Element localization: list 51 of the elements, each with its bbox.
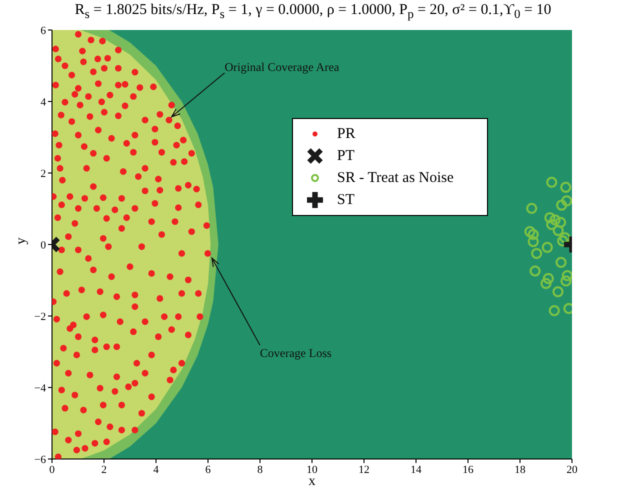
point [552, 286, 564, 298]
chart-title: R$_{s}$ = 1.8025 bits/s/Hz, P$_{s}$ = 1, γ = 0.0000, ρ = 1.0000, P$_{p}$ = 20, σ² = 0.1,ϒ$_{0}$ = 10 [74, 2, 552, 21]
x-tick-label: 12 [358, 464, 370, 476]
point [540, 278, 552, 289]
y-tick-label: −2 [34, 310, 46, 323]
point [562, 270, 572, 282]
y-axis-title: y [14, 238, 29, 244]
x-tick-label: 8 [257, 464, 264, 476]
y-tick-label: −4 [34, 382, 46, 394]
point [548, 305, 560, 316]
point [556, 200, 568, 211]
point [542, 272, 554, 284]
x-tick-label: 10 [306, 464, 318, 476]
point [526, 202, 538, 214]
y-tick-label: 6 [40, 24, 46, 37]
point [552, 225, 564, 236]
point [559, 232, 570, 244]
point [560, 182, 572, 193]
point [556, 256, 567, 268]
point [524, 226, 536, 238]
x-tick-label: 6 [205, 464, 212, 476]
point [546, 176, 558, 188]
point [530, 265, 541, 276]
x-tick-label: 20 [566, 464, 578, 476]
x-tick-label: 4 [153, 464, 160, 476]
y-tick-label: 4 [40, 96, 46, 108]
point [560, 275, 572, 286]
x-tick-label: 2 [101, 464, 107, 476]
x-tick-label: 14 [410, 464, 422, 476]
point [550, 214, 561, 226]
y-tick-label: −6 [34, 454, 46, 466]
x-axis-title: x [308, 474, 316, 488]
annotation: Original Coverage Area [224, 60, 340, 74]
point [531, 248, 542, 259]
legend-label: PT [337, 148, 355, 164]
y-tick-label: 0 [40, 239, 46, 252]
y-tick-label: 2 [40, 168, 46, 180]
point [528, 236, 539, 248]
x-tick-label: 18 [514, 464, 526, 476]
legend-label: SR - Treat as Noise [337, 170, 454, 186]
point [542, 242, 553, 253]
legend-label: ST [337, 192, 355, 208]
point [557, 235, 568, 246]
x-tick-label: 16 [462, 464, 474, 476]
point [555, 216, 566, 228]
point [528, 228, 539, 240]
annotation: Coverage Loss [260, 346, 332, 360]
legend-label: PR [337, 126, 356, 142]
point [561, 195, 572, 206]
point [544, 212, 556, 224]
x-tick-label: 0 [49, 464, 56, 476]
